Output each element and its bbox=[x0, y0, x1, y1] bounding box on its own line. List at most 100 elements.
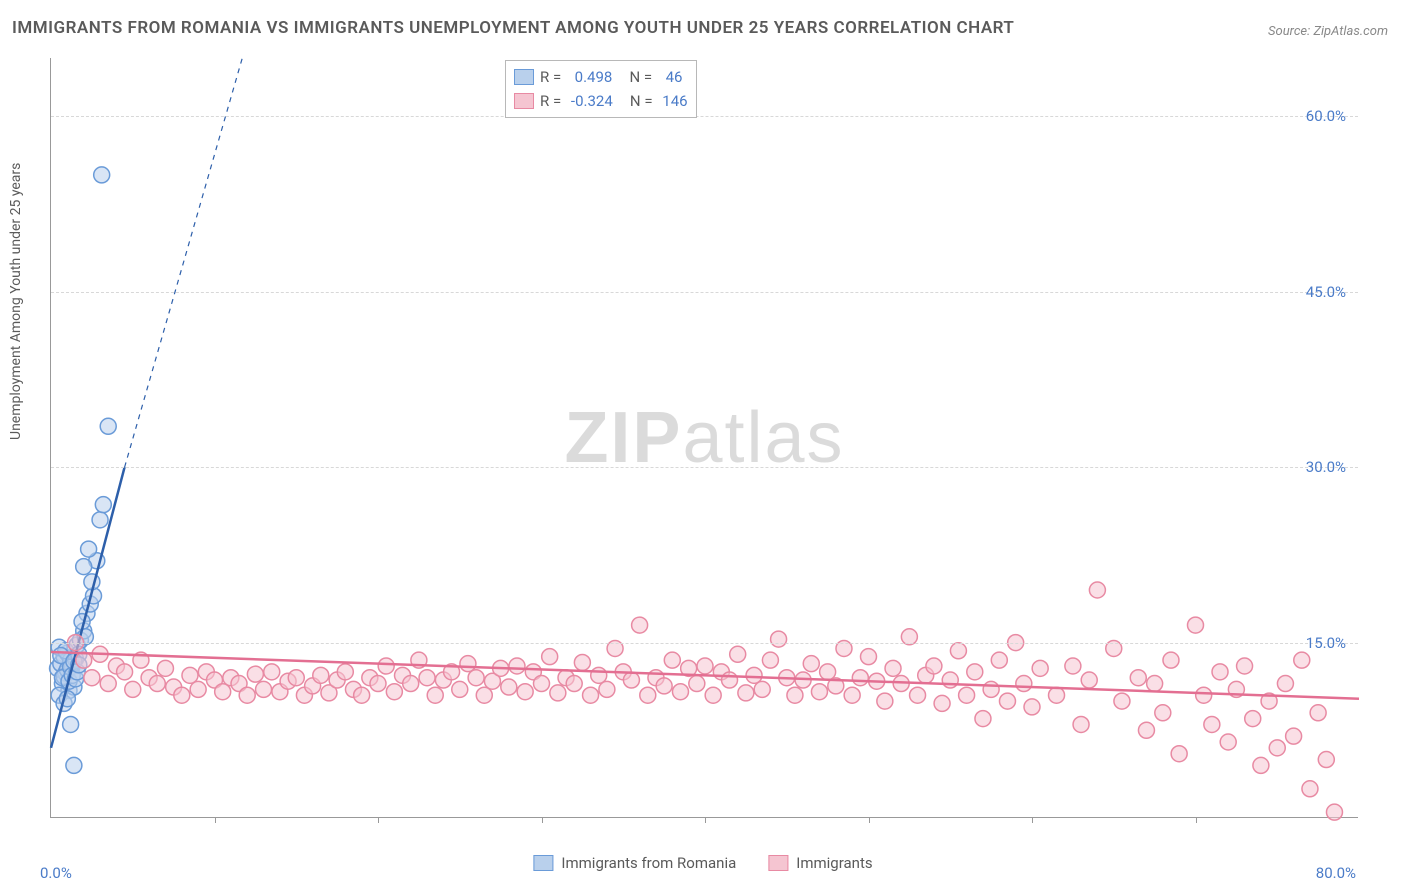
scatter-point-immigrants bbox=[672, 684, 688, 700]
scatter-point-immigrants bbox=[705, 687, 721, 703]
grid-line bbox=[51, 116, 1358, 117]
x-tick bbox=[1032, 817, 1033, 823]
scatter-point-immigrants bbox=[1220, 734, 1236, 750]
scatter-point-immigrants bbox=[1302, 781, 1318, 797]
scatter-point-immigrants bbox=[1237, 658, 1253, 674]
scatter-point-immigrants bbox=[934, 695, 950, 711]
scatter-point-immigrants bbox=[910, 687, 926, 703]
scatter-point-immigrants bbox=[975, 711, 991, 727]
scatter-point-immigrants bbox=[1016, 676, 1032, 692]
scatter-point-immigrants bbox=[1196, 687, 1212, 703]
y-tick-label: 60.0% bbox=[1306, 107, 1346, 125]
scatter-point-romania bbox=[94, 167, 110, 183]
scatter-point-immigrants bbox=[542, 649, 558, 665]
scatter-point-immigrants bbox=[386, 684, 402, 700]
legend-n-value: 146 bbox=[662, 92, 687, 110]
scatter-point-immigrants bbox=[215, 684, 231, 700]
scatter-point-immigrants bbox=[820, 664, 836, 680]
scatter-point-immigrants bbox=[1081, 672, 1097, 688]
scatter-point-immigrants bbox=[1212, 664, 1228, 680]
scatter-point-immigrants bbox=[550, 685, 566, 701]
legend-row: R = -0.324 N = 146 bbox=[514, 89, 688, 113]
scatter-point-immigrants bbox=[583, 687, 599, 703]
scatter-point-immigrants bbox=[689, 676, 705, 692]
trend-line-romania bbox=[51, 467, 125, 748]
scatter-point-immigrants bbox=[950, 643, 966, 659]
legend-r-label: R = bbox=[540, 92, 565, 110]
scatter-point-immigrants bbox=[1294, 652, 1310, 668]
scatter-point-immigrants bbox=[771, 631, 787, 647]
scatter-point-immigrants bbox=[991, 652, 1007, 668]
scatter-point-immigrants bbox=[599, 681, 615, 697]
y-tick-label: 30.0% bbox=[1306, 458, 1346, 476]
scatter-point-immigrants bbox=[664, 652, 680, 668]
trend-line-dashed-romania bbox=[125, 58, 243, 467]
scatter-point-immigrants bbox=[999, 693, 1015, 709]
scatter-point-immigrants bbox=[1065, 658, 1081, 674]
scatter-point-immigrants bbox=[1049, 687, 1065, 703]
scatter-point-immigrants bbox=[370, 676, 386, 692]
scatter-point-immigrants bbox=[1188, 617, 1204, 633]
scatter-point-romania bbox=[66, 757, 82, 773]
scatter-point-immigrants bbox=[354, 687, 370, 703]
scatter-point-romania bbox=[63, 716, 79, 732]
scatter-point-immigrants bbox=[509, 658, 525, 674]
chart-title: IMMIGRANTS FROM ROMANIA VS IMMIGRANTS UN… bbox=[12, 18, 1014, 38]
x-axis-max-label: 80.0% bbox=[1316, 864, 1356, 882]
scatter-point-immigrants bbox=[1310, 705, 1326, 721]
scatter-point-romania bbox=[95, 497, 111, 513]
scatter-point-immigrants bbox=[1024, 699, 1040, 715]
scatter-point-immigrants bbox=[1114, 693, 1130, 709]
x-axis-origin-label: 0.0% bbox=[40, 864, 72, 882]
scatter-point-immigrants bbox=[190, 681, 206, 697]
legend-n-value: 46 bbox=[662, 68, 683, 86]
scatter-point-immigrants bbox=[1130, 670, 1146, 686]
scatter-point-immigrants bbox=[803, 656, 819, 672]
scatter-point-immigrants bbox=[1269, 740, 1285, 756]
legend-swatch bbox=[514, 93, 534, 109]
scatter-point-immigrants bbox=[1286, 728, 1302, 744]
grid-line bbox=[51, 467, 1358, 468]
scatter-point-immigrants bbox=[501, 679, 517, 695]
scatter-point-immigrants bbox=[452, 681, 468, 697]
scatter-point-immigrants bbox=[174, 687, 190, 703]
scatter-point-immigrants bbox=[566, 676, 582, 692]
scatter-point-immigrants bbox=[1326, 804, 1342, 820]
scatter-point-immigrants bbox=[256, 681, 272, 697]
scatter-point-immigrants bbox=[313, 667, 329, 683]
scatter-point-immigrants bbox=[942, 672, 958, 688]
series-legend: Immigrants from RomaniaImmigrants bbox=[533, 854, 872, 872]
legend-swatch bbox=[533, 855, 553, 871]
scatter-point-immigrants bbox=[861, 649, 877, 665]
legend-r-value: 0.498 bbox=[571, 68, 612, 86]
scatter-point-immigrants bbox=[811, 684, 827, 700]
x-tick bbox=[1196, 817, 1197, 823]
scatter-point-romania bbox=[81, 541, 97, 557]
scatter-point-immigrants bbox=[117, 664, 133, 680]
grid-line bbox=[51, 643, 1358, 644]
scatter-point-immigrants bbox=[754, 681, 770, 697]
scatter-point-immigrants bbox=[403, 676, 419, 692]
scatter-point-immigrants bbox=[264, 664, 280, 680]
y-axis-title: Unemployment Among Youth under 25 years bbox=[8, 163, 24, 440]
source-attribution: Source: ZipAtlas.com bbox=[1268, 24, 1388, 39]
source-site: ZipAtlas.com bbox=[1313, 24, 1388, 39]
scatter-point-immigrants bbox=[84, 670, 100, 686]
scatter-point-immigrants bbox=[1277, 676, 1293, 692]
x-tick bbox=[705, 817, 706, 823]
scatter-point-immigrants bbox=[844, 687, 860, 703]
x-tick bbox=[542, 817, 543, 823]
scatter-point-immigrants bbox=[983, 681, 999, 697]
scatter-point-immigrants bbox=[534, 676, 550, 692]
legend-n-label: N = bbox=[619, 92, 657, 110]
scatter-point-immigrants bbox=[247, 666, 263, 682]
scatter-point-immigrants bbox=[877, 693, 893, 709]
scatter-point-immigrants bbox=[182, 667, 198, 683]
scatter-point-immigrants bbox=[697, 658, 713, 674]
series-legend-item: Immigrants from Romania bbox=[533, 854, 736, 872]
y-tick-label: 15.0% bbox=[1306, 634, 1346, 652]
scatter-point-immigrants bbox=[1089, 582, 1105, 598]
series-legend-label: Immigrants from Romania bbox=[561, 854, 736, 872]
scatter-point-immigrants bbox=[1138, 722, 1154, 738]
source-label: Source: bbox=[1268, 24, 1313, 39]
